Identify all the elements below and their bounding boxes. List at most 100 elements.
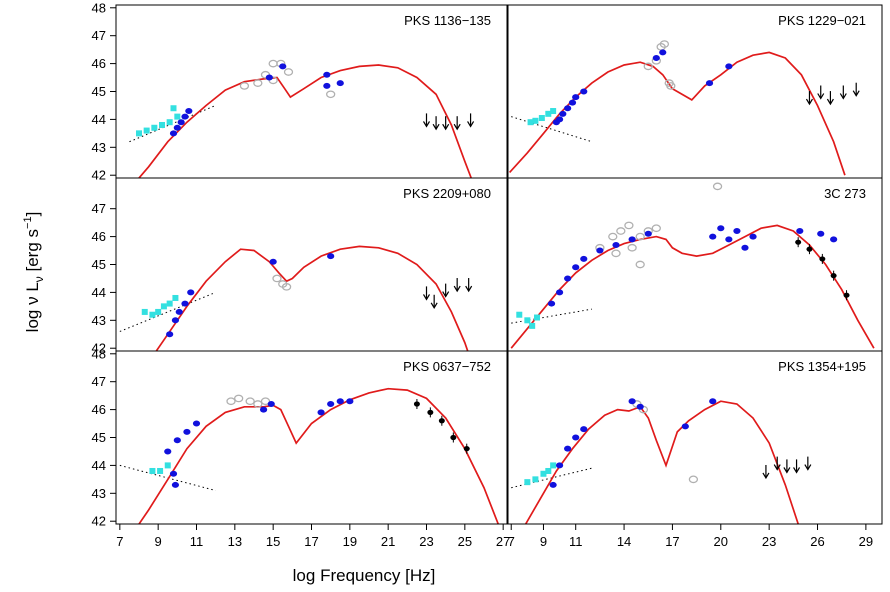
x-tick-label: 23 (419, 534, 433, 549)
panel-4: PKS 0637−752 42 43 44 45 46 47 48 7 9 11 13 15 17 19 21… (92, 346, 511, 549)
data-point-blue (564, 445, 572, 452)
data-point-blue (181, 113, 189, 120)
data-point-blue (612, 241, 620, 248)
data-point-blue (659, 49, 667, 56)
data-point-blue (681, 423, 689, 430)
data-point-cyan (151, 124, 158, 131)
panel-frame (115, 350, 508, 525)
data-point-blue (717, 225, 725, 232)
data-point-blue (830, 236, 838, 243)
data-point-blue (580, 88, 588, 95)
y-tick-label: 42 (92, 514, 106, 529)
synchrotron-extrapolation-line (129, 104, 216, 143)
y-label-unit-open: [erg s (23, 229, 42, 272)
data-point-blue (709, 398, 717, 405)
x-tick-label: 7 (116, 534, 123, 549)
data-point-blue (181, 300, 189, 307)
data-point-cyan (166, 119, 173, 126)
data-point-cyan (170, 105, 177, 112)
panel-title: PKS 2209+080 (403, 186, 491, 201)
data-point-grey (688, 475, 699, 484)
panel-plot-area (129, 59, 475, 178)
data-point-blue (636, 403, 644, 410)
panel-title: PKS 1136−135 (404, 13, 491, 28)
y-tick-label: 44 (92, 458, 106, 473)
data-point-grey (635, 260, 645, 269)
data-point-grey (268, 59, 278, 68)
upper-limit-arrow-head (442, 123, 450, 131)
x-tick-label: 17 (665, 534, 679, 549)
data-point-blue (644, 230, 652, 237)
upper-limit-arrow-head (793, 467, 801, 474)
panel-plot-area (511, 398, 812, 524)
data-point-blue (164, 448, 172, 455)
data-point-black (843, 292, 850, 298)
data-point-cyan (160, 303, 167, 310)
data-point-cyan (538, 115, 545, 122)
data-point-blue (175, 308, 183, 315)
data-point-cyan (550, 462, 557, 469)
y-label-sub: ν (32, 276, 46, 282)
panel-plot-area (119, 245, 473, 351)
data-point-cyan (527, 119, 534, 126)
data-point-blue (796, 228, 804, 235)
data-point-cyan (172, 294, 179, 301)
panel-title: 3C 273 (824, 186, 866, 201)
upper-limit-arrow-head (805, 98, 813, 106)
data-point-blue (572, 434, 580, 441)
data-point-grey (253, 79, 263, 87)
data-point-cyan (159, 121, 165, 128)
data-point-blue (336, 398, 344, 405)
data-point-black (450, 434, 457, 441)
panel-1: PKS 1229−021 (507, 4, 883, 179)
data-point-blue (317, 409, 325, 416)
model-curve (155, 245, 469, 351)
data-point-blue (327, 253, 335, 260)
data-point-blue (564, 105, 572, 112)
data-point-grey (326, 90, 336, 99)
synchrotron-extrapolation-line (511, 116, 592, 143)
y-tick-label: 45 (92, 430, 106, 445)
data-point-blue (547, 300, 556, 307)
panel-0: PKS 1136−135 42 43 44 45 46 47 48 (92, 0, 508, 183)
data-point-blue (564, 275, 572, 282)
x-tick-label: 15 (266, 534, 280, 549)
panel-3: 3C 273 (507, 177, 883, 352)
panel-frame (115, 4, 508, 179)
y-tick-label: 44 (92, 285, 106, 300)
data-point-blue (185, 108, 193, 115)
data-point-cyan (164, 462, 171, 469)
data-point-blue (652, 55, 660, 62)
panels-group: PKS 1136−135 42 43 44 45 46 47 48 PKS 1229−021 PK… (92, 0, 883, 549)
panel-plot-area (508, 40, 860, 176)
upper-limit-arrow-head (467, 121, 475, 128)
upper-limit-arrow-head (826, 98, 834, 106)
x-tick-label: 26 (810, 534, 824, 549)
data-point-cyan (174, 113, 181, 120)
data-point-grey (611, 249, 621, 258)
y-tick-label: 46 (92, 229, 106, 244)
y-tick-label: 44 (92, 112, 106, 127)
data-point-grey (226, 397, 236, 406)
x-tick-label: 11 (569, 534, 583, 549)
data-point-blue (169, 470, 178, 477)
data-point-blue (596, 247, 604, 254)
y-axis-label: log ν Lν [erg s−1] (22, 212, 46, 333)
data-point-cyan (149, 311, 156, 318)
data-point-blue (580, 255, 588, 262)
upper-limit-arrow-head (422, 121, 431, 128)
data-point-blue (267, 401, 275, 408)
data-point-cyan (155, 308, 162, 315)
x-tick-label: 9 (155, 534, 162, 549)
data-point-blue (572, 264, 580, 271)
upper-limit-arrow-head (817, 93, 825, 100)
x-tick-label: 25 (458, 534, 472, 549)
data-point-blue (559, 110, 567, 117)
y-tick-label: 48 (92, 0, 106, 15)
data-point-cyan (149, 467, 156, 474)
y-label-unit-close: ] (23, 212, 42, 217)
y-tick-label: 45 (92, 257, 106, 272)
upper-limit-arrow-head (432, 123, 440, 131)
upper-limit-arrow-head (762, 472, 770, 480)
panel-plot-area (119, 387, 500, 524)
